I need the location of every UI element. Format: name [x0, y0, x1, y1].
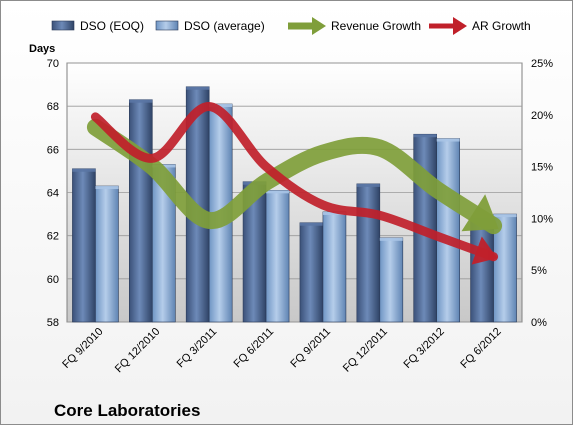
bar-cap	[299, 222, 323, 226]
y-left-unit-label: Days	[29, 43, 55, 55]
x-tick-label: FQ 12/2011	[341, 326, 390, 375]
bar-cap	[379, 237, 403, 241]
x-tick-label: FQ 9/2011	[288, 326, 333, 371]
legend-item: AR Growth	[429, 17, 531, 35]
bar-cap	[413, 134, 437, 138]
bar-dso-average	[265, 190, 290, 323]
y-left-tick-label: 70	[47, 58, 59, 70]
legend-item: DSO (average)	[155, 19, 265, 33]
bar-cap	[72, 168, 96, 172]
legend-swatch	[51, 20, 75, 31]
bar-dso-eoq	[299, 222, 324, 323]
bar-cap	[95, 186, 119, 190]
bar-cap	[436, 138, 460, 142]
y-right-tick-label: 25%	[531, 58, 553, 70]
y-left-tick-label: 64	[47, 188, 59, 200]
series-arrowhead-ar-growth	[471, 236, 498, 265]
bar-cap	[493, 214, 517, 218]
y-left-tick-label: 68	[47, 101, 59, 113]
x-tick-label: FQ 9/2010	[60, 326, 105, 371]
bar-dso-eoq	[470, 218, 494, 323]
legend-swatch	[155, 20, 179, 31]
series-line-revenue-growth	[86, 118, 503, 235]
x-tick-label: FQ 12/2010	[113, 326, 163, 376]
legend-arrow-head	[312, 17, 326, 35]
chart-caption: Core Laboratories	[54, 401, 200, 420]
series-arrowhead-revenue-growth	[461, 194, 499, 232]
bar-dso-eoq	[72, 168, 96, 323]
bar-dso-eoq	[356, 183, 381, 323]
y-left-tick-label: 58	[47, 317, 59, 329]
y-left-tick-label: 66	[47, 144, 59, 156]
legend-item: Revenue Growth	[288, 17, 421, 35]
y-right-tick-label: 0%	[531, 317, 547, 329]
x-tick-label: FQ 3/2012	[402, 326, 447, 371]
bar-dso-eoq	[129, 99, 153, 323]
bar-cap	[129, 99, 153, 103]
y-right-tick-label: 5%	[531, 265, 547, 277]
legend-arrow-head	[453, 17, 467, 35]
legend-label: DSO (average)	[184, 19, 265, 33]
bar-cap	[209, 104, 233, 108]
y-right-tick-label: 15%	[531, 162, 553, 174]
legend-label: AR Growth	[472, 19, 531, 33]
x-tick-label: FQ 6/2012	[458, 326, 503, 371]
x-tick-label: FQ 6/2011	[232, 326, 277, 371]
bar-dso-average	[322, 211, 347, 323]
series-line-ar-growth	[90, 102, 499, 262]
y-right-tick-label: 20%	[531, 110, 553, 122]
bar-dso-average	[95, 185, 119, 323]
bar-cap	[322, 211, 346, 215]
y-right-tick-label: 10%	[531, 213, 553, 225]
legend-label: Revenue Growth	[331, 19, 421, 33]
bar-cap	[356, 183, 380, 187]
legend-label: DSO (EOQ)	[80, 19, 144, 33]
y-left-tick-label: 62	[47, 231, 59, 243]
bar-cap	[266, 190, 290, 194]
y-left-tick-label: 60	[47, 274, 59, 286]
bar-dso-average	[379, 237, 404, 323]
bar-cap	[186, 86, 210, 90]
legend-item: DSO (EOQ)	[51, 19, 144, 33]
x-tick-label: FQ 3/2011	[175, 326, 220, 371]
bar-dso-average	[436, 138, 460, 323]
